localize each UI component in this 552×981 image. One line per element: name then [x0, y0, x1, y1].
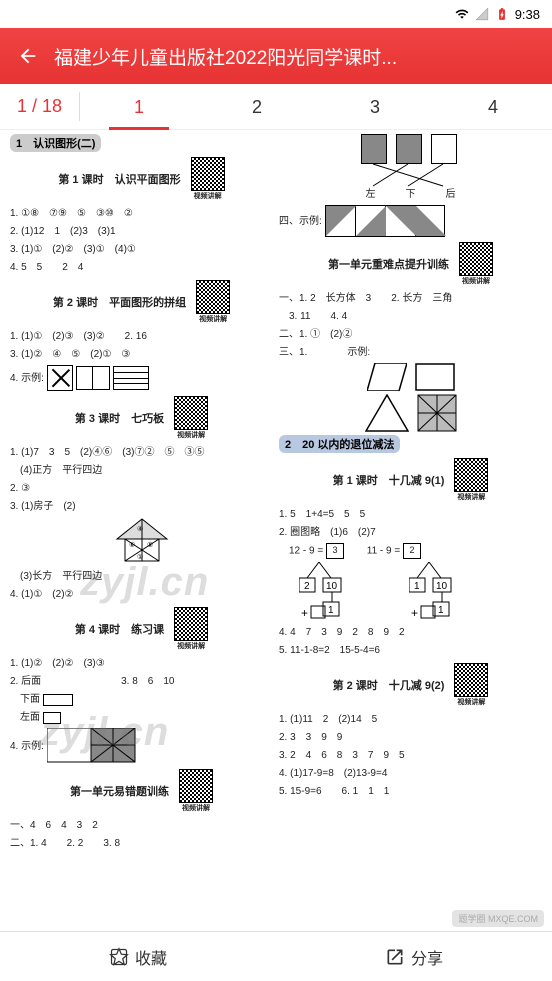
- answer-line: 5. 11-1-8=2 15-5-4=6: [279, 643, 542, 658]
- svg-text:10: 10: [436, 581, 448, 592]
- tab-2[interactable]: 2: [198, 84, 316, 130]
- answer-line: 3. (1)房子 (2): [10, 499, 273, 514]
- share-icon: [385, 947, 405, 967]
- answer-line: 2. ③: [10, 481, 273, 496]
- share-button[interactable]: 分享: [276, 932, 552, 981]
- tab-3[interactable]: 3: [316, 84, 434, 130]
- answer-line: 一、1. 2 长方体 3 2. 长方 三角: [279, 291, 542, 306]
- answer-line: 12 - 9 = 3 11 - 9 = 2: [279, 543, 542, 559]
- answer-line: (4)正方 平行四边: [10, 463, 273, 478]
- answer-line: 3. (1)② ④ ⑤ (2)① ③: [10, 347, 273, 362]
- page-indicator[interactable]: 1 / 18: [0, 92, 80, 121]
- answer-line: 四、示例:: [279, 205, 542, 237]
- bottom-bar: 收藏 分享: [0, 931, 552, 981]
- svg-text:⑥: ⑥: [129, 541, 135, 549]
- answer-line: 一、4 6 4 3 2: [10, 818, 273, 833]
- svg-text:+: +: [301, 606, 308, 620]
- svg-text:1: 1: [414, 581, 420, 592]
- share-label: 分享: [411, 945, 443, 969]
- favorite-label: 收藏: [135, 945, 167, 969]
- watermark: zyjl.cn: [80, 560, 209, 605]
- lesson-title: 第 2 课时 平面图形的拼组 视频讲解: [10, 280, 273, 324]
- answer-line: 3. 2 4 6 8 3 7 9 5: [279, 748, 542, 763]
- wifi-icon: [455, 7, 469, 21]
- page-image: zyjl.cn zyjl.cn 1 认识图形(二) 第 1 课时 认识平面图形 …: [0, 130, 552, 931]
- status-bar: 9:38: [0, 0, 552, 28]
- svg-text:2: 2: [304, 581, 310, 592]
- app-bar: 福建少年儿童出版社2022阳光同学课时...: [0, 28, 552, 84]
- battery-icon: [495, 7, 509, 21]
- right-column: 左 下 后 四、示例: 第一单元重难点提升训练 视频讲解 一、1. 2 长方体 …: [279, 134, 542, 927]
- answer-line: 5. 15-9=6 6. 1 1 1: [279, 784, 542, 799]
- subtraction-tree-icon: 1 10 1 +: [409, 562, 489, 622]
- answer-line: 2. 后面 3. 8 6 10: [10, 674, 273, 689]
- answer-line: 4. 示例:: [10, 365, 273, 391]
- answer-line: 1. ①⑧ ⑦⑨ ⑤ ③⑩ ②: [10, 206, 273, 221]
- svg-text:⑤: ⑤: [147, 541, 153, 549]
- answer-line: 1. (1)11 2 (2)14 5: [279, 712, 542, 727]
- qr-icon: [191, 157, 225, 191]
- content-viewport[interactable]: zyjl.cn zyjl.cn 1 认识图形(二) 第 1 课时 认识平面图形 …: [0, 130, 552, 931]
- tangram-square-icon: [417, 394, 457, 432]
- back-arrow-icon: [17, 45, 39, 67]
- answer-line: 1. (1)② (2)② (3)③: [10, 656, 273, 671]
- qr-icon: [454, 458, 488, 492]
- answer-line: 4. 4 7 3 9 2 8 9 2: [279, 625, 542, 640]
- qr-icon: [196, 280, 230, 314]
- section-header: 2 20 以内的退位减法: [279, 435, 400, 453]
- answer-line: 1. (1)7 3 5 (2)④⑥ (3)⑦② ⑤ ③⑤: [10, 445, 273, 460]
- answer-line: 3. 11 4. 4: [279, 309, 542, 324]
- watermark: zyjl.cn: [40, 710, 169, 755]
- answer-line: 4. (1)17-9=8 (2)13-9=4: [279, 766, 542, 781]
- back-button[interactable]: [12, 40, 44, 72]
- svg-text:1: 1: [438, 605, 444, 616]
- svg-text:10: 10: [326, 581, 338, 592]
- qr-icon: [179, 769, 213, 803]
- qr-icon: [174, 607, 208, 641]
- qr-icon: [454, 663, 488, 697]
- clock-text: 9:38: [515, 7, 540, 22]
- svg-text:1: 1: [328, 605, 334, 616]
- answer-line: 二、1. 4 2. 2 3. 8: [10, 836, 273, 851]
- tab-4[interactable]: 4: [434, 84, 552, 130]
- answer-line: 4. 5 5 2 4: [10, 260, 273, 275]
- tab-1[interactable]: 1: [80, 84, 198, 130]
- favorite-button[interactable]: 收藏: [0, 932, 276, 981]
- qr-icon: [174, 396, 208, 430]
- answer-line: 1. (1)① (2)③ (3)② 2. 16: [10, 329, 273, 344]
- answer-line: 三、1. 示例:: [279, 345, 542, 360]
- answer-line: 2. (1)12 1 (2)3 (3)1: [10, 224, 273, 239]
- lesson-title: 第 3 课时 七巧板 视频讲解: [10, 396, 273, 440]
- svg-text:+: +: [411, 606, 418, 620]
- lesson-title: 第 1 课时 十几减 9(1) 视频讲解: [279, 458, 542, 502]
- answer-line: 1. 5 1+4=5 5 5: [279, 507, 542, 522]
- parallelogram-icon: [367, 363, 407, 391]
- section-title: 第一单元易错题训练 视频讲解: [10, 769, 273, 813]
- answer-line: 下面: [10, 692, 273, 707]
- svg-text:④: ④: [137, 525, 143, 533]
- star-icon: [109, 947, 129, 967]
- answer-line: 2. 圈图略 (1)6 (2)7: [279, 525, 542, 540]
- lesson-title: 第 1 课时 认识平面图形 视频讲解: [10, 157, 273, 201]
- tab-bar: 1 / 18 1 2 3 4: [0, 84, 552, 130]
- section-title: 第一单元重难点提升训练 视频讲解: [279, 242, 542, 286]
- answer-line: 二、1. ① (2)②: [279, 327, 542, 342]
- rect-icon: [415, 363, 455, 391]
- lesson-title: 第 2 课时 十几减 9(2) 视频讲解: [279, 663, 542, 707]
- matching-diagram: [351, 134, 471, 184]
- tangram-house-icon: ④⑥⑤①: [107, 517, 177, 563]
- qr-icon: [459, 242, 493, 276]
- label-row: 左 下 后: [279, 187, 542, 202]
- answer-line: 3. (1)① (2)② (3)① (4)①: [10, 242, 273, 257]
- answer-line: 2. 3 3 9 9: [279, 730, 542, 745]
- section-header: 1 认识图形(二): [10, 134, 101, 152]
- lesson-title: 第 4 课时 练习课 视频讲解: [10, 607, 273, 651]
- left-column: 1 认识图形(二) 第 1 课时 认识平面图形 视频讲解 1. ①⑧ ⑦⑨ ⑤ …: [10, 134, 273, 927]
- signal-icon: [475, 7, 489, 21]
- triangle-icon: [365, 394, 409, 432]
- source-watermark: 题学圈 MXQE.COM: [452, 910, 544, 927]
- page-title: 福建少年儿童出版社2022阳光同学课时...: [54, 43, 540, 70]
- subtraction-tree-icon: 2 10 1 +: [299, 562, 379, 622]
